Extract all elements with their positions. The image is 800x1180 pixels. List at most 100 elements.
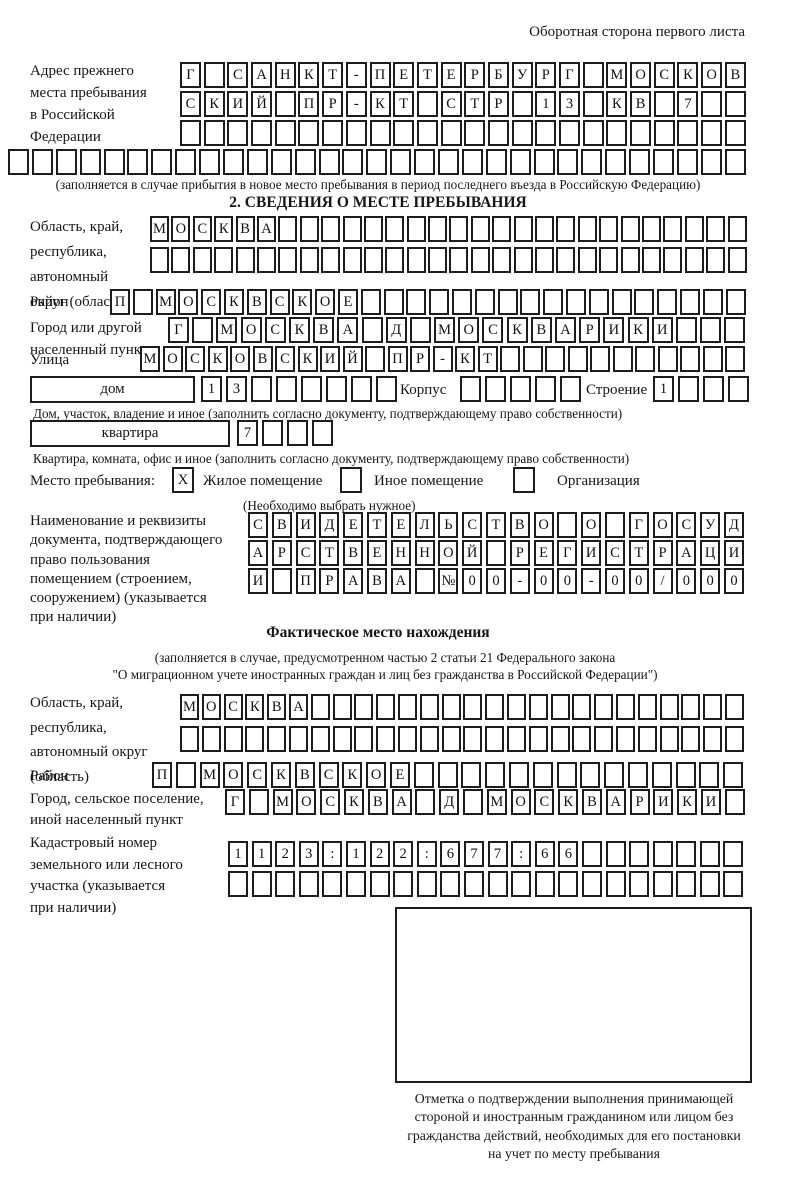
char-cell — [485, 726, 505, 752]
char-cell — [604, 762, 625, 788]
char-cell — [406, 216, 426, 242]
char-cell: О — [315, 289, 336, 315]
char-cell — [535, 216, 555, 242]
char-cell — [535, 376, 556, 402]
char-cell — [629, 149, 651, 175]
char-cell: О — [201, 694, 221, 720]
char-cell: К — [627, 317, 649, 343]
char-cell — [351, 376, 372, 402]
char-cell: Т — [485, 512, 506, 538]
char-cell: Р — [487, 91, 509, 117]
char-cell — [203, 120, 225, 146]
char-cell: 6 — [440, 841, 461, 867]
char-cell: Г — [225, 789, 245, 815]
char-cell — [588, 289, 609, 315]
char-cell: А — [676, 540, 697, 566]
actual-title: Фактическое место нахождения — [266, 624, 490, 641]
char-cell — [464, 120, 486, 146]
char-cell: К — [288, 317, 310, 343]
char-cell — [634, 289, 655, 315]
char-cell — [678, 376, 699, 402]
char-cell — [294, 149, 316, 175]
char-cell — [460, 376, 481, 402]
char-cell — [440, 871, 461, 897]
char-cell: 0 — [485, 568, 506, 594]
char-cell: М — [606, 62, 628, 88]
char-cell: Й — [342, 346, 363, 372]
dom-type-box: дом — [30, 376, 195, 403]
label-line: при наличии) — [30, 899, 117, 916]
stamp-box — [395, 907, 752, 1083]
char-cell: Т — [319, 540, 340, 566]
char-cell: А — [248, 540, 268, 566]
char-cell — [201, 726, 221, 752]
char-cell — [288, 726, 308, 752]
char-cell — [256, 247, 276, 273]
char-cell — [657, 289, 678, 315]
char-cell: : — [511, 841, 532, 867]
kvartira-type-box: квартира — [30, 420, 230, 447]
char-cell — [376, 694, 396, 720]
char-cell — [449, 247, 469, 273]
char-cell — [581, 841, 602, 867]
char-cell — [299, 247, 319, 273]
char-cell — [604, 512, 625, 538]
char-cell: М — [272, 789, 293, 815]
checkbox — [340, 467, 362, 493]
char-cell — [679, 289, 700, 315]
char-cell: - — [509, 568, 530, 594]
prev-address-label: Адрес прежнего места пребывания в Россий… — [30, 60, 147, 148]
char-cell — [532, 762, 553, 788]
char-cell: С — [201, 289, 222, 315]
char-cell — [487, 871, 508, 897]
char-cell — [414, 149, 436, 175]
label-line: участка (указывается — [30, 878, 166, 894]
char-cell: 1 — [251, 841, 272, 867]
char-cell — [703, 726, 723, 752]
char-cell: В — [252, 346, 273, 372]
char-cell — [393, 871, 414, 897]
char-cell — [659, 694, 679, 720]
char-cell: Р — [535, 62, 557, 88]
oblast-row-2 — [150, 247, 747, 273]
label-line: в Российской — [30, 107, 115, 123]
char-cell — [326, 376, 347, 402]
prev-address-row-4 — [8, 149, 746, 175]
label-line: Федерации — [30, 129, 101, 145]
char-cell: : — [416, 841, 437, 867]
char-cell — [246, 149, 268, 175]
char-cell — [492, 216, 512, 242]
gorod-label: Город или другой населенный пункт — [30, 317, 147, 361]
char-cell — [214, 247, 234, 273]
char-cell — [535, 120, 557, 146]
char-cell — [393, 120, 415, 146]
char-cell — [310, 694, 330, 720]
char-cell: Е — [393, 62, 415, 88]
char-cell: Т — [628, 540, 649, 566]
char-cell: В — [235, 216, 255, 242]
char-cell: В — [367, 789, 388, 815]
char-cell — [318, 149, 340, 175]
char-cell — [630, 120, 652, 146]
char-cell: Р — [410, 346, 430, 372]
label-line: документа, подтверждающего — [30, 532, 223, 549]
char-cell: О — [701, 62, 723, 88]
actual-oblast-row-2 — [180, 726, 744, 752]
char-cell — [332, 726, 352, 752]
doc-label: Наименование и реквизиты документа, подт… — [30, 512, 222, 628]
char-cell: - — [345, 91, 367, 117]
char-cell — [342, 247, 362, 273]
char-cell: С — [185, 346, 205, 372]
char-cell: 0 — [462, 568, 483, 594]
char-cell: А — [555, 317, 576, 343]
char-cell: В — [313, 317, 335, 343]
char-cell — [449, 216, 469, 242]
section2-title: 2. СВЕДЕНИЯ О МЕСТЕ ПРЕБЫВАНИЯ — [229, 194, 527, 211]
char-cell — [520, 289, 541, 315]
char-cell — [699, 841, 720, 867]
char-cell — [522, 346, 543, 372]
label-line: иной населенный пункт — [30, 812, 183, 828]
char-cell: К — [369, 91, 391, 117]
char-cell: 1 — [535, 91, 557, 117]
